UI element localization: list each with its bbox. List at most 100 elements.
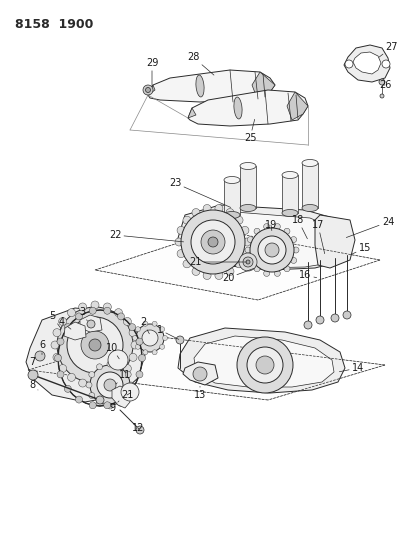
Circle shape — [59, 318, 67, 326]
Circle shape — [201, 230, 225, 254]
Circle shape — [136, 338, 143, 345]
Circle shape — [129, 353, 137, 361]
Circle shape — [241, 249, 249, 257]
Text: 29: 29 — [146, 58, 158, 86]
Circle shape — [291, 257, 297, 263]
Circle shape — [97, 364, 102, 370]
Text: 22: 22 — [109, 230, 184, 242]
Ellipse shape — [282, 172, 298, 179]
Circle shape — [245, 247, 251, 253]
Circle shape — [108, 350, 128, 370]
Circle shape — [97, 400, 102, 406]
Circle shape — [274, 224, 280, 230]
Circle shape — [59, 365, 67, 373]
Circle shape — [143, 321, 148, 326]
Text: 11: 11 — [116, 370, 131, 384]
Text: 8158  1900: 8158 1900 — [15, 18, 93, 31]
Circle shape — [103, 379, 111, 387]
Polygon shape — [302, 163, 318, 208]
Text: 28: 28 — [187, 52, 214, 75]
Circle shape — [128, 382, 134, 388]
Circle shape — [67, 309, 76, 317]
Circle shape — [104, 402, 111, 409]
Text: 17: 17 — [312, 220, 325, 254]
Text: 25: 25 — [244, 119, 256, 143]
Circle shape — [118, 364, 123, 370]
Polygon shape — [240, 166, 256, 208]
Ellipse shape — [240, 163, 256, 169]
Polygon shape — [183, 362, 218, 385]
Polygon shape — [28, 335, 385, 400]
Ellipse shape — [234, 97, 242, 119]
Circle shape — [135, 344, 141, 349]
Circle shape — [136, 371, 143, 378]
Circle shape — [57, 371, 64, 378]
Ellipse shape — [282, 209, 298, 216]
Text: 12: 12 — [132, 423, 144, 433]
Circle shape — [96, 396, 104, 404]
Circle shape — [235, 216, 243, 224]
Circle shape — [118, 396, 125, 403]
Text: 20: 20 — [222, 269, 254, 283]
Text: 18: 18 — [292, 215, 307, 239]
Text: 10: 10 — [106, 343, 119, 359]
Circle shape — [67, 317, 123, 373]
Circle shape — [76, 313, 83, 320]
Circle shape — [254, 228, 260, 234]
Circle shape — [65, 385, 72, 392]
Circle shape — [104, 307, 111, 314]
Circle shape — [183, 216, 191, 224]
Text: 24: 24 — [346, 217, 394, 238]
Circle shape — [123, 365, 132, 373]
Polygon shape — [194, 336, 334, 387]
Circle shape — [345, 60, 353, 68]
Circle shape — [129, 385, 136, 392]
Polygon shape — [178, 328, 345, 393]
Circle shape — [177, 249, 185, 257]
Circle shape — [107, 361, 113, 367]
Circle shape — [53, 329, 61, 337]
Circle shape — [152, 350, 157, 355]
Circle shape — [86, 382, 92, 388]
Circle shape — [274, 270, 280, 277]
Circle shape — [90, 365, 130, 405]
Ellipse shape — [302, 159, 318, 166]
Circle shape — [89, 392, 95, 399]
Text: 16: 16 — [299, 270, 316, 280]
Text: 13: 13 — [194, 386, 206, 400]
Circle shape — [89, 402, 96, 409]
Circle shape — [35, 351, 45, 361]
Circle shape — [91, 301, 99, 309]
Circle shape — [89, 372, 95, 377]
Polygon shape — [282, 175, 298, 213]
Circle shape — [256, 356, 274, 374]
Polygon shape — [148, 70, 275, 102]
Circle shape — [215, 205, 223, 213]
Circle shape — [284, 228, 290, 234]
Circle shape — [380, 94, 384, 98]
Circle shape — [89, 339, 101, 351]
Circle shape — [246, 260, 250, 264]
Circle shape — [243, 238, 251, 246]
Circle shape — [291, 237, 297, 243]
Text: 6: 6 — [39, 340, 45, 354]
Circle shape — [132, 335, 138, 341]
Circle shape — [162, 335, 168, 341]
Ellipse shape — [196, 75, 204, 97]
Polygon shape — [112, 386, 130, 408]
Circle shape — [129, 324, 136, 330]
Circle shape — [316, 316, 324, 324]
Text: 1: 1 — [157, 325, 179, 340]
Circle shape — [125, 372, 131, 377]
Polygon shape — [188, 90, 308, 126]
Circle shape — [53, 353, 61, 361]
Circle shape — [28, 370, 38, 380]
Circle shape — [81, 331, 109, 359]
Text: 23: 23 — [169, 178, 231, 207]
Polygon shape — [224, 180, 240, 215]
Circle shape — [79, 303, 87, 311]
Circle shape — [264, 270, 270, 277]
Polygon shape — [26, 308, 145, 402]
Circle shape — [226, 208, 234, 216]
Text: 26: 26 — [379, 80, 391, 90]
